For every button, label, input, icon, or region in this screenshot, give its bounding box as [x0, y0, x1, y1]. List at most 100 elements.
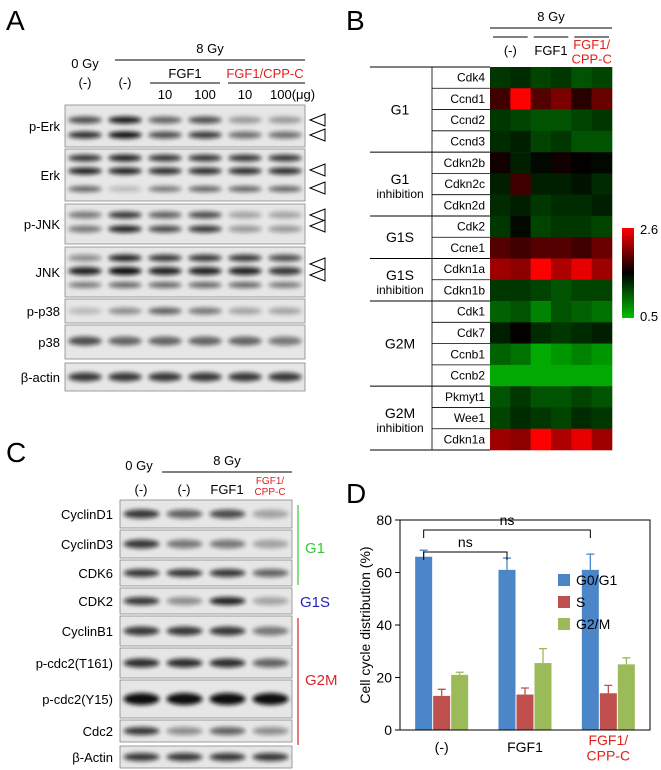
band — [123, 693, 160, 705]
heatmap-cell — [591, 386, 613, 408]
heatmap-cell — [490, 343, 511, 366]
heatmap-cell — [490, 130, 511, 153]
heatmap-cell — [490, 407, 511, 430]
heatmap-cell — [510, 301, 531, 323]
blot-strip — [64, 362, 306, 392]
heatmap-cell — [510, 152, 531, 174]
band — [68, 267, 102, 275]
band — [108, 372, 142, 382]
heatmap-cell — [551, 67, 572, 89]
column-label: FGF1/CPP-C — [571, 37, 611, 66]
blot-strip — [64, 324, 306, 360]
band — [268, 336, 302, 346]
band — [148, 267, 182, 275]
row-label: p-p38 — [27, 304, 60, 319]
heatmap-cell — [530, 109, 552, 132]
legend-swatch — [558, 574, 570, 586]
heatmap-cell — [551, 109, 572, 132]
heatmap-cell — [530, 364, 552, 387]
band — [108, 154, 142, 162]
dose-label: 8 Gy — [196, 41, 224, 56]
error-bar — [437, 688, 446, 696]
band — [188, 131, 222, 139]
heatmap-cell — [551, 428, 572, 451]
gene-label: Ccnd1 — [450, 92, 485, 106]
bar — [451, 674, 469, 730]
heatmap-cell — [571, 109, 592, 132]
heatmap-cell — [530, 237, 552, 259]
band — [148, 282, 182, 288]
band — [166, 658, 203, 668]
column-label: (-) — [504, 43, 517, 58]
heatmap-cell — [551, 343, 572, 366]
heatmap-cell — [571, 173, 592, 195]
heatmap-cell — [490, 237, 511, 259]
band — [252, 569, 289, 577]
heatmap-cell — [551, 364, 572, 387]
lane-label: (-) — [135, 482, 148, 497]
heatmap-cell — [510, 343, 531, 366]
heatmap-cell — [530, 279, 552, 302]
group-label: FGF1 — [168, 66, 201, 81]
heatmap-cell — [490, 88, 511, 110]
band — [148, 254, 182, 262]
band — [228, 372, 262, 382]
heatmap-cell — [530, 173, 552, 195]
x-tick-label: FGF1/CPP-C — [587, 732, 631, 763]
band — [268, 307, 302, 315]
heatmap-cell — [571, 152, 592, 174]
gene-label: Wee1 — [454, 411, 485, 425]
band — [108, 116, 142, 124]
band — [108, 267, 142, 275]
band — [268, 131, 302, 139]
band — [68, 254, 102, 262]
band — [68, 372, 102, 382]
heatmap-cell — [591, 322, 613, 344]
error-bar — [539, 647, 547, 664]
band — [252, 597, 289, 605]
heatmap-cell — [530, 322, 552, 344]
band — [188, 267, 222, 275]
heatmap-cell — [591, 407, 613, 430]
heatmap-cell — [571, 428, 592, 451]
band — [166, 693, 203, 705]
band — [123, 539, 160, 549]
dose-label: 8 Gy — [213, 453, 241, 468]
group-sublabel: inhibition — [376, 421, 423, 435]
band — [188, 307, 222, 315]
heatmap-cell — [490, 428, 511, 451]
band — [268, 282, 302, 288]
heatmap-cell — [571, 279, 592, 302]
heatmap-cell — [591, 279, 613, 302]
error-bar — [521, 687, 529, 695]
panel-letter: A — [6, 5, 25, 36]
heatmap-cell — [530, 386, 552, 408]
heatmap-cell — [551, 407, 572, 430]
gene-label: Ccnd2 — [450, 113, 485, 127]
band — [228, 282, 262, 288]
gene-label: Cdk1 — [457, 305, 485, 319]
bar — [498, 569, 516, 730]
heatmap-cell — [571, 364, 592, 387]
bracket-label: G1 — [305, 540, 325, 557]
heatmap-cell — [591, 109, 613, 132]
band — [188, 186, 222, 192]
band — [188, 167, 222, 175]
lane-label: FGF1/CPP-C — [254, 476, 285, 498]
band — [68, 336, 102, 346]
band — [148, 336, 182, 346]
row-label: β-Actin — [72, 750, 113, 765]
heatmap-cell — [591, 428, 613, 451]
heatmap-cell — [490, 67, 511, 89]
heatmap-cell — [551, 279, 572, 302]
band — [188, 282, 222, 288]
heatmap-cell — [551, 173, 572, 195]
heatmap-cell — [591, 364, 613, 387]
panel-letter: C — [6, 437, 26, 468]
heatmap-cell — [530, 428, 552, 451]
bracket-label: G1S — [300, 594, 330, 611]
band — [148, 186, 182, 192]
significance-bracket — [423, 529, 591, 538]
band — [108, 225, 142, 233]
band-arrow — [308, 268, 326, 282]
